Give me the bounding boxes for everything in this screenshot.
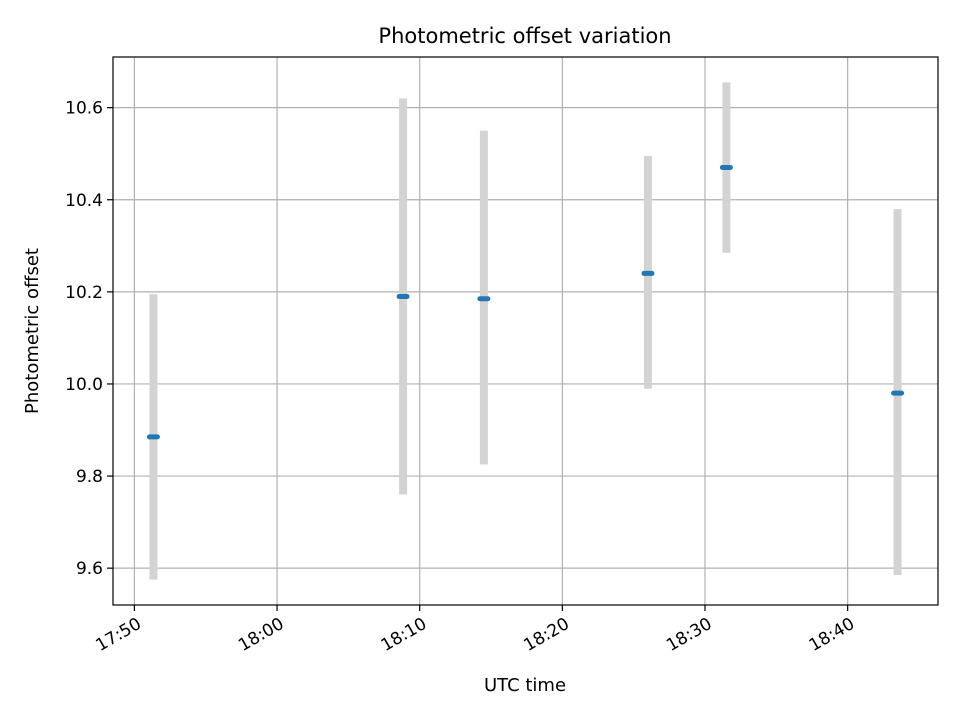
x-axis-label: UTC time bbox=[484, 675, 566, 696]
grid bbox=[113, 57, 938, 605]
y-tick-label: 9.6 bbox=[76, 559, 103, 579]
x-axis: 17:50 18:00 18:10 18:20 18:30 18:40 bbox=[92, 605, 858, 656]
x-tick-label: 18:10 bbox=[378, 614, 430, 656]
y-axis-label: Photometric offset bbox=[22, 248, 43, 414]
x-tick-label: 18:00 bbox=[235, 614, 287, 656]
data-points bbox=[146, 165, 905, 440]
y-axis: 9.6 9.8 10.0 10.2 10.4 10.6 bbox=[65, 99, 113, 579]
x-tick-label: 18:20 bbox=[520, 614, 572, 656]
error-bars bbox=[149, 82, 902, 580]
y-tick-label: 10.0 bbox=[65, 375, 103, 395]
y-tick-label: 10.6 bbox=[65, 99, 103, 119]
y-tick-label: 10.4 bbox=[65, 191, 103, 211]
chart-title: Photometric offset variation bbox=[378, 24, 671, 48]
x-tick-label: 18:30 bbox=[663, 614, 715, 656]
y-tick-label: 10.2 bbox=[65, 283, 103, 303]
x-tick-label: 17:50 bbox=[92, 614, 144, 656]
x-tick-label: 18:40 bbox=[806, 614, 858, 656]
y-tick-label: 9.8 bbox=[76, 467, 103, 487]
plot-frame bbox=[112, 56, 939, 606]
